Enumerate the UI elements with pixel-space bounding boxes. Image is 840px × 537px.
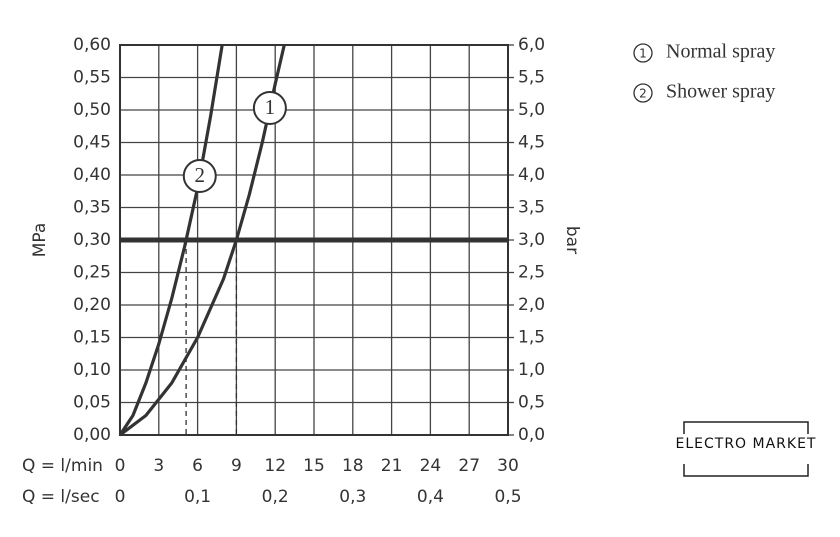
x-tick-label: 15 <box>303 456 325 476</box>
y-tick-label: 0,30 <box>73 230 111 250</box>
y-tick-label: 0,45 <box>73 133 111 153</box>
x-tick-label: 6 <box>192 456 203 476</box>
legend-label: Shower spray <box>666 81 775 103</box>
curve-marker-label: 2 <box>195 163 206 187</box>
y2-tick-label: 3,5 <box>518 198 545 218</box>
y-tick-label: 0,55 <box>73 68 111 88</box>
x-axis-label: Q = l/min <box>22 456 103 476</box>
y2-tick-label: 5,5 <box>518 68 545 88</box>
x2-tick-label: 0,3 <box>339 487 366 507</box>
x-tick-label: 18 <box>342 456 364 476</box>
x2-tick-label: 0,5 <box>494 487 521 507</box>
y2-tick-label: 0,5 <box>518 393 545 413</box>
y-tick-label: 0,10 <box>73 360 111 380</box>
x-tick-label: 24 <box>420 456 442 476</box>
y2-tick-label: 2,0 <box>518 295 545 315</box>
y-tick-label: 0,50 <box>73 100 111 120</box>
y-tick-label: 0,05 <box>73 393 111 413</box>
legend-marker <box>633 83 653 103</box>
y-tick-label: 0,00 <box>73 425 111 445</box>
legend-label: Normal spray <box>666 41 775 63</box>
curve-marker <box>182 159 217 193</box>
y2-tick-label: 1,0 <box>518 360 545 380</box>
y2-tick-label: 4,5 <box>518 133 545 153</box>
y-tick-label: 0,35 <box>73 198 111 218</box>
y-tick-label: 0,60 <box>73 35 111 55</box>
plot-frame <box>119 44 509 436</box>
series-line <box>118 44 224 436</box>
y2-tick-label: 6,0 <box>518 35 545 55</box>
legend-marker <box>633 43 653 63</box>
x2-tick-label: 0,4 <box>417 487 444 507</box>
x-tick-label: 27 <box>458 456 480 476</box>
x2-axis-label: Q = l/sec <box>22 487 100 507</box>
x-tick-label: 12 <box>264 456 286 476</box>
y-tick-label: 0,20 <box>73 295 111 315</box>
y-tick-label: 0,40 <box>73 165 111 185</box>
y2-tick-label: 2,5 <box>518 263 545 283</box>
curve-marker <box>252 91 287 125</box>
watermark-title: ELECTRO MARKET <box>676 436 817 452</box>
legend-marker-label: 2 <box>639 87 647 101</box>
legend-marker-label: 1 <box>639 47 647 61</box>
x-tick-label: 9 <box>231 456 242 476</box>
y2-tick-label: 3,0 <box>518 230 545 250</box>
y-tick-label: 0,15 <box>73 328 111 348</box>
x-tick-label: 30 <box>497 456 519 476</box>
y2-tick-label: 5,0 <box>518 100 545 120</box>
x-tick-label: 21 <box>381 456 403 476</box>
y2-tick-label: 1,5 <box>518 328 545 348</box>
y2-axis-label: bar <box>562 226 582 254</box>
x-tick-label: 3 <box>153 456 164 476</box>
x2-tick-label: 0,2 <box>262 487 289 507</box>
watermark-frame <box>683 421 809 477</box>
x2-tick-label: 0,1 <box>184 487 211 507</box>
y-tick-label: 0,25 <box>73 263 111 283</box>
watermark: ELECTRO MARKET <box>676 421 817 477</box>
y2-tick-label: 4,0 <box>518 165 545 185</box>
curve-marker-label: 1 <box>265 95 276 119</box>
x-tick-label: 0 <box>115 456 126 476</box>
y-axis-label: MPa <box>30 223 50 258</box>
x2-tick-label: 0 <box>115 487 126 507</box>
y2-tick-label: 0,0 <box>518 425 545 445</box>
